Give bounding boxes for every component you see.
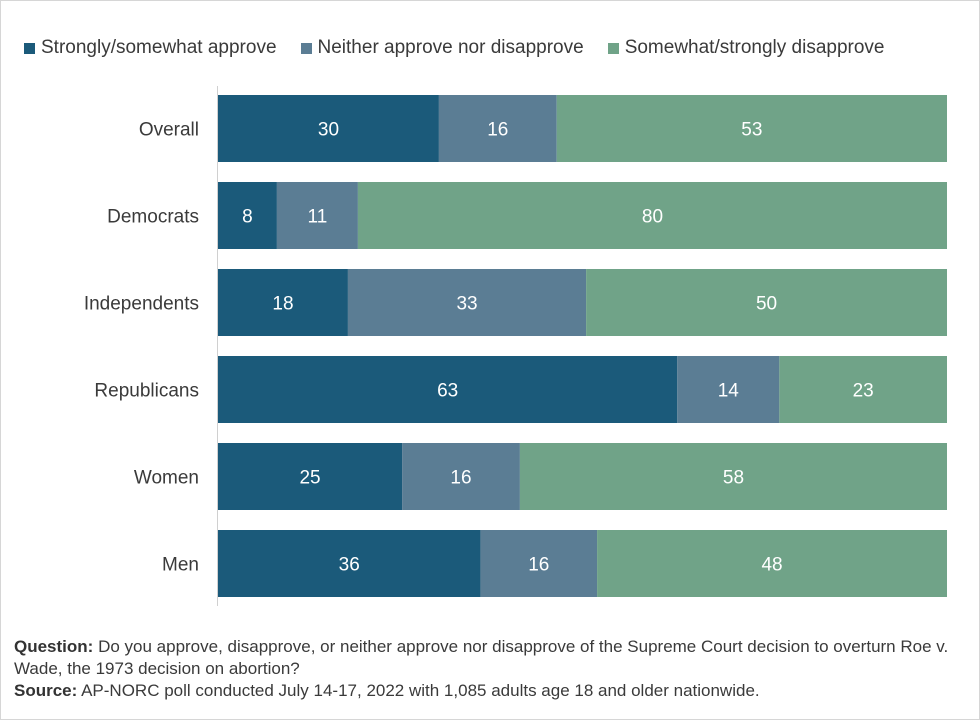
stacked-bar-chart: Overall 30 16 53 Democrats 8 11 80 Independents 1… <box>84 86 948 606</box>
data-label: 11 <box>308 207 328 228</box>
question-note: Question: Do you approve, disapprove, or… <box>14 636 964 680</box>
data-label: 80 <box>642 207 663 228</box>
data-label: 18 <box>272 294 293 315</box>
bar-segment <box>218 443 403 510</box>
bar-segment <box>218 530 481 597</box>
category-label: Men <box>162 555 199 576</box>
data-label: 30 <box>318 120 339 141</box>
data-label: 50 <box>756 294 777 315</box>
data-label: 36 <box>339 555 360 576</box>
legend-swatch <box>607 42 619 54</box>
data-label: 16 <box>528 555 549 576</box>
legend-label: Neither approve nor disapprove <box>317 37 584 58</box>
category-label: Women <box>134 468 199 489</box>
bar-segment <box>438 95 557 162</box>
category-label: Republicans <box>94 381 199 402</box>
data-label: 25 <box>299 468 320 489</box>
source-text: AP-NORC poll conducted July 14-17, 2022 … <box>77 681 760 700</box>
bar-segment <box>357 182 948 249</box>
data-label: 14 <box>718 381 740 402</box>
legend-label: Somewhat/strongly disapprove <box>624 37 885 58</box>
bar-segment <box>677 356 780 423</box>
bar-segment <box>276 182 358 249</box>
bar-segment <box>218 356 678 423</box>
data-label: 63 <box>437 381 458 402</box>
legend-item: Strongly/somewhat approve <box>24 37 277 59</box>
source-label: Source: <box>14 681 78 700</box>
data-label: 16 <box>450 468 471 489</box>
question-text: Do you approve, disapprove, or neither a… <box>14 637 949 678</box>
bar-segment <box>779 356 947 423</box>
data-label: 23 <box>853 381 874 402</box>
data-label: 8 <box>242 207 253 228</box>
legend-item: Somewhat/strongly disapprove <box>607 37 885 59</box>
legend: Strongly/somewhat approve Neither approve… <box>24 36 972 60</box>
bar-segment <box>586 269 947 336</box>
data-label: 48 <box>761 555 782 576</box>
bar-segment <box>556 95 947 162</box>
category-label: Independents <box>84 294 199 315</box>
legend-swatch <box>24 42 35 54</box>
source-note: Source: AP-NORC poll conducted July 14-1… <box>14 680 964 702</box>
data-label: 53 <box>741 120 762 141</box>
bar-segment <box>347 269 587 336</box>
data-label: 16 <box>487 120 508 141</box>
bar-segment <box>218 269 348 336</box>
data-label: 33 <box>456 294 477 315</box>
category-label: Overall <box>139 120 199 141</box>
bar-segment <box>402 443 520 510</box>
question-label: Question: <box>14 637 94 656</box>
bar-segment <box>519 443 947 510</box>
category-label: Democrats <box>107 207 199 228</box>
bar-segment <box>218 182 277 249</box>
data-label: 58 <box>723 468 744 489</box>
legend-item: Neither approve nor disapprove <box>300 37 584 59</box>
chart-notes: Question: Do you approve, disapprove, or… <box>14 636 964 702</box>
legend-swatch <box>300 42 312 54</box>
bar-segment <box>218 95 439 162</box>
bar-segment <box>597 530 947 597</box>
legend-label: Strongly/somewhat approve <box>41 37 277 58</box>
bar-segment <box>480 530 598 597</box>
